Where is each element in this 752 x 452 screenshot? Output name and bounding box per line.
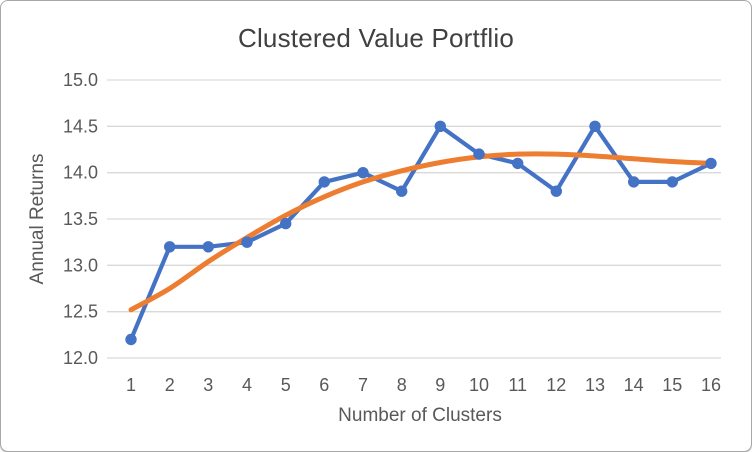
x-axis-title: Number of Clusters	[338, 405, 502, 426]
data-point-marker	[473, 148, 485, 160]
series-line-annual-returns	[128, 124, 714, 342]
y-tick-label: 14.0	[63, 163, 98, 183]
chart-title: Clustered Value Portflio	[237, 23, 514, 53]
x-tick-label: 14	[624, 375, 644, 395]
data-point-marker	[666, 176, 678, 188]
x-tick-label: 10	[469, 375, 489, 395]
data-point-marker	[280, 217, 292, 230]
data-point-marker	[628, 176, 640, 188]
x-tick-label: 6	[319, 375, 329, 395]
data-point-marker	[202, 241, 214, 253]
x-tick-label: 3	[203, 375, 213, 395]
x-tick-label: 12	[546, 375, 566, 395]
data-point-marker	[705, 157, 717, 170]
x-tick-label: 13	[585, 375, 605, 395]
x-tick-label: 1	[126, 375, 136, 395]
x-tick-label: 16	[701, 375, 721, 395]
trendline	[128, 151, 714, 313]
data-point-marker	[550, 185, 562, 197]
y-tick-label: 13.0	[63, 255, 98, 275]
x-tick-label: 7	[358, 375, 368, 395]
y-axis-title: Annual Returns	[27, 153, 48, 285]
x-tick-label: 9	[435, 375, 445, 395]
data-point-marker	[396, 185, 408, 197]
y-tick-label: 12.0	[63, 348, 98, 368]
x-tick-label: 2	[165, 375, 175, 395]
data-point-marker	[357, 167, 369, 179]
x-tick-label: 11	[508, 375, 527, 395]
y-tick-label: 13.5	[63, 209, 98, 229]
data-point-marker	[589, 120, 601, 132]
x-tick-label: 15	[662, 375, 682, 395]
data-point-marker	[241, 236, 253, 248]
x-tick-label: 8	[397, 375, 407, 395]
y-tick-label: 14.5	[63, 116, 98, 136]
y-tick-label: 12.5	[63, 302, 98, 322]
data-point-marker	[512, 157, 524, 170]
data-point-marker	[125, 333, 137, 346]
y-tick-label: 15.0	[63, 70, 98, 90]
x-tick-label: 4	[242, 375, 252, 395]
data-point-marker	[434, 120, 446, 132]
data-point-marker	[318, 176, 330, 188]
data-point-marker	[164, 241, 176, 253]
x-tick-label: 5	[281, 375, 291, 395]
